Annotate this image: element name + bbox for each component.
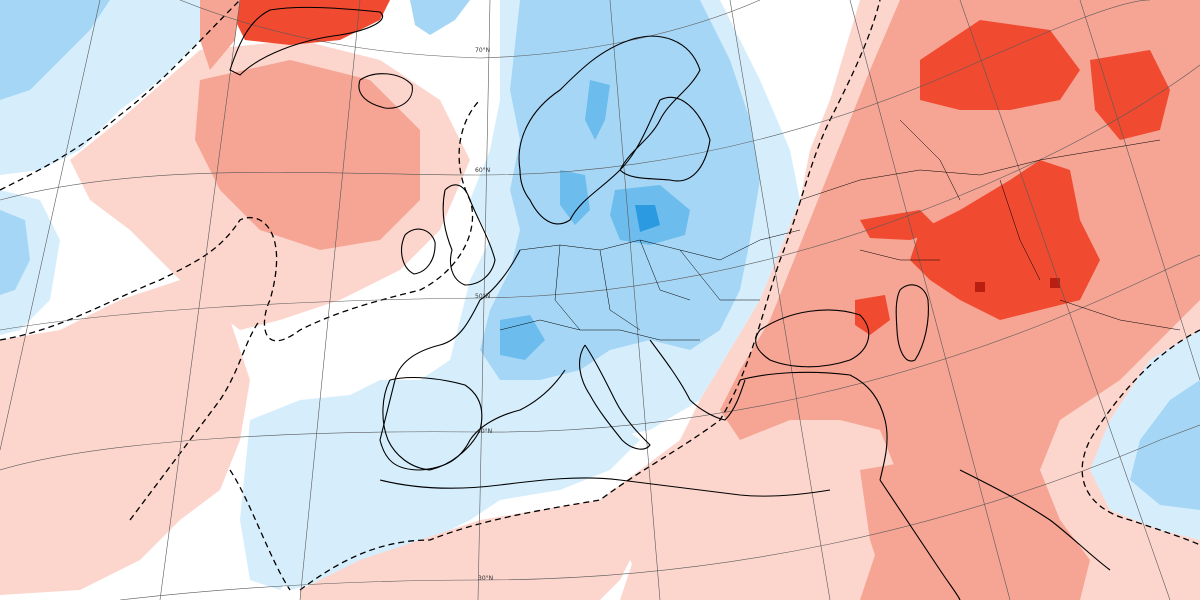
cold-region-iberia-atlantic xyxy=(240,395,400,590)
cold-region-western-mediterranean xyxy=(420,400,640,500)
coastline-black-sea xyxy=(755,309,870,368)
coastline-caspian-sea xyxy=(895,284,929,362)
parallel-30n xyxy=(119,424,1200,600)
meridian-e50 xyxy=(1079,0,1200,381)
coastline-greenland xyxy=(229,6,383,76)
meridian-w10 xyxy=(299,0,361,600)
coastline-arabia xyxy=(879,479,961,600)
lat-label-40n: 40°N xyxy=(477,428,492,435)
warm-region-north-atlantic-medium xyxy=(195,60,420,250)
latitude-labels: 70°N 60°N 50°N 40°N 30°N xyxy=(475,47,493,582)
warm-core-arabia xyxy=(860,460,1040,600)
coastline-persian-gulf xyxy=(959,469,1111,571)
coastline-finland xyxy=(619,96,711,182)
cold-region-northwest-core xyxy=(0,0,110,100)
coastline-balkans xyxy=(649,339,746,421)
coastline-italy xyxy=(579,344,651,450)
cold-core-poland-dark xyxy=(635,205,660,232)
cold-region-west-edge-core xyxy=(0,210,30,295)
zero-contour-4 xyxy=(299,0,881,591)
lat-label-50n: 50°N xyxy=(475,293,490,300)
warm-region-greenland-east xyxy=(200,0,240,70)
parallel-70n xyxy=(179,0,761,59)
cold-region-southeast-core xyxy=(1130,380,1200,510)
warm-core-caspian xyxy=(855,295,890,335)
lat-label-60n: 60°N xyxy=(475,167,490,174)
lat-label-70n: 70°N xyxy=(475,47,490,54)
coastline-iberia xyxy=(382,376,483,471)
lat-label-30n: 30°N xyxy=(478,575,493,582)
meridian-w20 xyxy=(159,0,241,600)
borders-russia xyxy=(799,119,1181,331)
warm-region-greenland xyxy=(235,0,390,45)
coastline-layer xyxy=(229,6,1181,600)
meridian-e20 xyxy=(729,0,831,600)
parallel-50n xyxy=(0,64,1200,331)
coastline-western-europe xyxy=(379,249,566,471)
meridian-0 xyxy=(477,0,491,600)
meridian-e40 xyxy=(959,0,1171,600)
warm-core-caspian-north xyxy=(860,210,940,240)
coastline-great-britain xyxy=(442,184,496,286)
warm-core-russia-north xyxy=(920,20,1080,110)
warm-region-south-atlantic xyxy=(300,500,640,600)
coastline-scandinavia xyxy=(518,35,701,225)
coastline-iceland xyxy=(358,73,413,109)
parallel-60n xyxy=(0,0,1151,201)
parallel-40n xyxy=(0,254,1200,471)
cold-core-france xyxy=(500,315,545,360)
cold-core-sweden xyxy=(560,170,590,225)
warm-core-urals xyxy=(1090,50,1170,140)
warm-region-central-atlantic xyxy=(0,280,250,595)
cold-core-baltic xyxy=(585,80,610,140)
zero-contour-5 xyxy=(1081,329,1200,546)
cold-patch-norwegian-sea xyxy=(410,0,470,35)
meridian-e10 xyxy=(609,0,661,600)
warm-extreme-point-1 xyxy=(975,282,985,292)
coastline-ireland xyxy=(401,228,436,275)
coastline-north-africa xyxy=(379,477,831,497)
zero-contour-2 xyxy=(0,99,481,342)
meridian-w30 xyxy=(0,0,101,451)
zero-contour-3 xyxy=(129,319,261,521)
zero-contour-1 xyxy=(0,0,241,191)
warm-region-north-africa xyxy=(600,430,860,590)
borders-europe xyxy=(499,229,801,341)
warm-extreme-point-2 xyxy=(1050,278,1060,288)
meridian-e30 xyxy=(849,0,1011,600)
coastline-anatolia xyxy=(739,371,888,481)
zero-contour-6 xyxy=(229,469,291,591)
